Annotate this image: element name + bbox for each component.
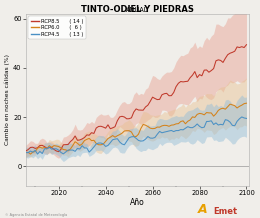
- Y-axis label: Cambio en noches cálidas (%): Cambio en noches cálidas (%): [5, 54, 10, 145]
- Text: ANUAL: ANUAL: [126, 7, 148, 13]
- Text: © Agencia Estatal de Meteorología: © Agencia Estatal de Meteorología: [5, 213, 67, 217]
- Title: TINTO-ODIEL Y PIEDRAS: TINTO-ODIEL Y PIEDRAS: [81, 5, 194, 14]
- X-axis label: Año: Año: [130, 198, 145, 207]
- Text: A: A: [198, 203, 207, 216]
- Text: Emet: Emet: [213, 207, 237, 216]
- Legend: RCP8.5      ( 14 ), RCP6.0      (  6 ), RCP4.5      ( 13 ): RCP8.5 ( 14 ), RCP6.0 ( 6 ), RCP4.5 ( 13…: [28, 17, 86, 39]
